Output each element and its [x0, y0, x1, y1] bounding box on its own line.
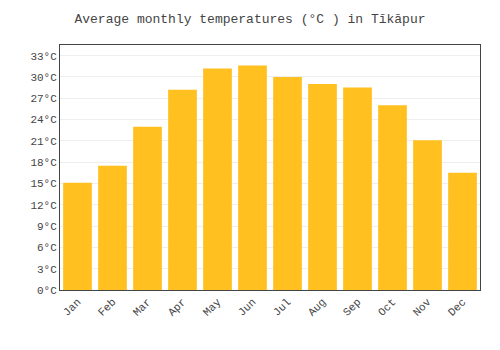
svg-text:6°C: 6°C: [37, 242, 57, 254]
svg-text:21°C: 21°C: [30, 136, 57, 148]
svg-text:9°C: 9°C: [37, 221, 57, 233]
svg-text:Aug: Aug: [306, 296, 328, 318]
svg-text:Jul: Jul: [271, 296, 293, 318]
svg-text:Nov: Nov: [411, 296, 434, 319]
svg-text:Mar: Mar: [131, 296, 153, 318]
svg-text:Feb: Feb: [96, 296, 118, 318]
svg-text:33°C: 33°C: [30, 51, 57, 63]
svg-text:15°C: 15°C: [30, 178, 57, 190]
svg-text:Jan: Jan: [61, 296, 83, 318]
svg-text:Jun: Jun: [236, 296, 258, 318]
svg-text:Oct: Oct: [376, 296, 398, 318]
svg-text:Sep: Sep: [341, 296, 363, 318]
svg-text:3°C: 3°C: [37, 264, 57, 276]
svg-text:Average monthly temperatures (: Average monthly temperatures (°C ) in Tī…: [74, 12, 425, 27]
svg-text:24°C: 24°C: [30, 114, 57, 126]
svg-text:12°C: 12°C: [30, 200, 57, 212]
svg-text:27°C: 27°C: [30, 93, 57, 105]
svg-text:May: May: [201, 296, 224, 319]
svg-text:30°C: 30°C: [30, 72, 57, 84]
svg-text:0°C: 0°C: [37, 285, 57, 297]
svg-text:Apr: Apr: [166, 296, 188, 318]
svg-text:Dec: Dec: [446, 296, 468, 318]
svg-text:18°C: 18°C: [30, 157, 57, 169]
